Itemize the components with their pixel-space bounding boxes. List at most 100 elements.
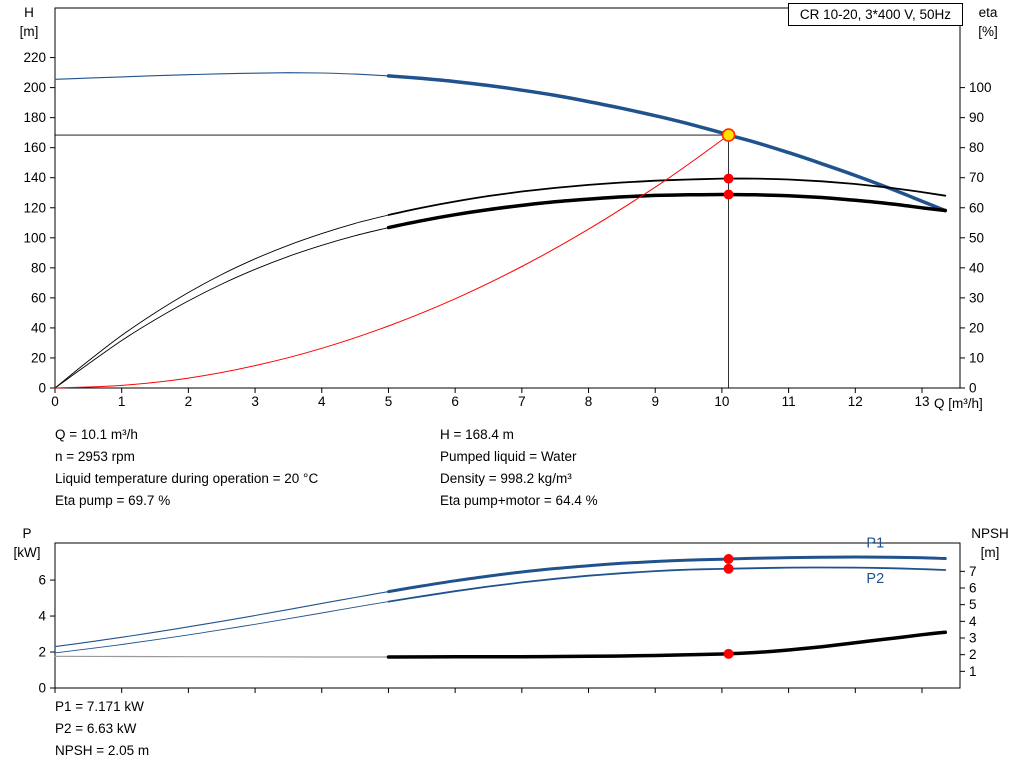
eta-pump-marker (723, 173, 734, 184)
h-axis-title: H [m] (6, 3, 52, 41)
p1-curve-label: P1 (866, 536, 884, 552)
qh-curve-lead (54, 72, 390, 80)
y-right-tick-label: 60 (969, 200, 984, 215)
y-right-tick-label: 2 (969, 647, 977, 662)
info-line-p2: P2 = 6.63 kW (55, 721, 137, 736)
eta-axis-title-unit: [%] (978, 24, 998, 39)
p2-curve (387, 566, 947, 603)
y-left-tick-label: 2 (38, 645, 46, 660)
npsh-axis-title: NPSH [m] (960, 524, 1020, 562)
x-axis-tick-label: 2 (185, 394, 193, 409)
y-left-tick-label: 6 (38, 573, 46, 588)
x-axis-tick-label: 1 (118, 394, 126, 409)
y-right-tick-label: 50 (969, 230, 984, 245)
y-left-tick-label: 60 (31, 290, 46, 305)
qh-curve (386, 74, 948, 213)
p-axis-title-symbol: P (22, 526, 32, 541)
y-left-tick-label: 20 (31, 350, 46, 365)
p2-marker (723, 563, 734, 574)
y-left-tick-label: 160 (23, 140, 46, 155)
x-axis-tick-label: 11 (782, 394, 796, 409)
system-curve (54, 134, 730, 389)
duty-info-left-column: Q = 10.1 m³/h n = 2953 rpm Liquid temper… (55, 424, 318, 512)
y-right-tick-label: 6 (969, 581, 977, 596)
eta-pump-motor-curve-lead (54, 227, 389, 389)
npsh-curve-lead (54, 655, 390, 658)
x-axis-tick-label: 6 (451, 394, 459, 409)
h-axis-title-symbol: H (24, 5, 34, 20)
x-axis-tick-label: 10 (714, 394, 729, 409)
x-axis-tick-label: 5 (385, 394, 393, 409)
eta-pump-curve-lead (54, 214, 389, 389)
y-right-tick-label: 70 (969, 170, 984, 185)
y-left-tick-label: 120 (23, 200, 46, 215)
x-axis-tick-label: 0 (51, 394, 59, 409)
npsh-curve (386, 630, 948, 659)
eta-axis-title: eta [%] (963, 3, 1013, 41)
duty-info-right-column: H = 168.4 m Pumped liquid = Water Densit… (440, 424, 598, 512)
y-right-tick-label: 20 (969, 320, 984, 335)
y-right-tick-label: 100 (969, 80, 992, 95)
eta-pump-motor-marker (723, 189, 734, 200)
p1-curve-lead (54, 591, 390, 648)
p-npsh-chart-frame (54, 542, 961, 689)
info-line-speed: n = 2953 rpm (55, 449, 135, 464)
p-axis-title-unit: [kW] (13, 545, 41, 560)
y-left-tick-label: 200 (23, 80, 46, 95)
y-left-tick-label: 180 (23, 110, 46, 125)
npsh-axis-title-symbol: NPSH (971, 526, 1009, 541)
info-line-pumped-liquid: Pumped liquid = Water (440, 449, 577, 464)
x-axis-tick-label: 4 (318, 394, 326, 409)
y-right-tick-label: 3 (969, 631, 977, 646)
p1-curve (387, 555, 947, 594)
x-axis-tick-label: 7 (518, 394, 526, 409)
eta-pump-motor-curve (386, 192, 948, 230)
y-right-tick-label: 1 (969, 664, 977, 679)
eta-axis-title-symbol: eta (978, 5, 998, 20)
info-line-q: Q = 10.1 m³/h (55, 427, 138, 442)
info-line-p1: P1 = 7.171 kW (55, 699, 144, 714)
y-right-tick-label: 80 (969, 140, 984, 155)
info-line-liquid-temp: Liquid temperature during operation = 20… (55, 471, 319, 486)
p2-curve-lead (54, 601, 389, 654)
power-info-column: P1 = 7.171 kW P2 = 6.63 kW NPSH = 2.05 m (55, 696, 149, 762)
info-line-h: H = 168.4 m (440, 427, 514, 442)
p1-marker (723, 553, 734, 564)
y-left-tick-label: 220 (23, 50, 46, 65)
p2-curve-label: P2 (866, 571, 884, 587)
y-right-tick-label: 7 (969, 564, 977, 579)
y-right-tick-label: 10 (969, 350, 984, 365)
y-left-tick-label: 4 (38, 609, 46, 624)
info-line-density: Density = 998.2 kg/m³ (440, 471, 572, 486)
y-right-tick-label: 4 (969, 614, 977, 629)
p-axis-title: P [kW] (4, 524, 50, 562)
x-axis-tick-label: 9 (651, 394, 659, 409)
y-right-tick-label: 5 (969, 597, 977, 612)
y-left-tick-label: 0 (38, 381, 46, 396)
y-left-tick-label: 0 (38, 681, 46, 696)
q-axis-title: Q [m³/h] (934, 396, 983, 411)
y-left-tick-label: 80 (31, 260, 46, 275)
pump-title-box: CR 10-20, 3*400 V, 50Hz (787, 3, 963, 26)
x-axis-tick-label: 8 (585, 394, 593, 409)
qh-eta-chart-frame (54, 7, 961, 389)
y-right-tick-label: 30 (969, 290, 984, 305)
info-line-npsh: NPSH = 2.05 m (55, 743, 150, 758)
h-axis-title-unit: [m] (19, 24, 39, 39)
duty-point-marker (721, 128, 736, 142)
info-line-eta-pump: Eta pump = 69.7 % (55, 493, 171, 508)
y-left-tick-label: 40 (31, 320, 46, 335)
x-axis-tick-label: 13 (914, 394, 929, 409)
npsh-axis-title-unit: [m] (980, 545, 1000, 560)
y-left-tick-label: 100 (23, 230, 46, 245)
y-right-tick-label: 90 (969, 110, 984, 125)
npsh-marker (723, 648, 734, 659)
y-left-tick-label: 140 (23, 170, 46, 185)
y-right-tick-label: 40 (969, 260, 984, 275)
x-axis-tick-label: 3 (251, 394, 259, 409)
eta-pump-curve (387, 177, 947, 216)
x-axis-tick-label: 12 (848, 394, 863, 409)
y-right-tick-label: 0 (969, 381, 977, 396)
info-line-eta-pump-motor: Eta pump+motor = 64.4 % (440, 493, 598, 508)
